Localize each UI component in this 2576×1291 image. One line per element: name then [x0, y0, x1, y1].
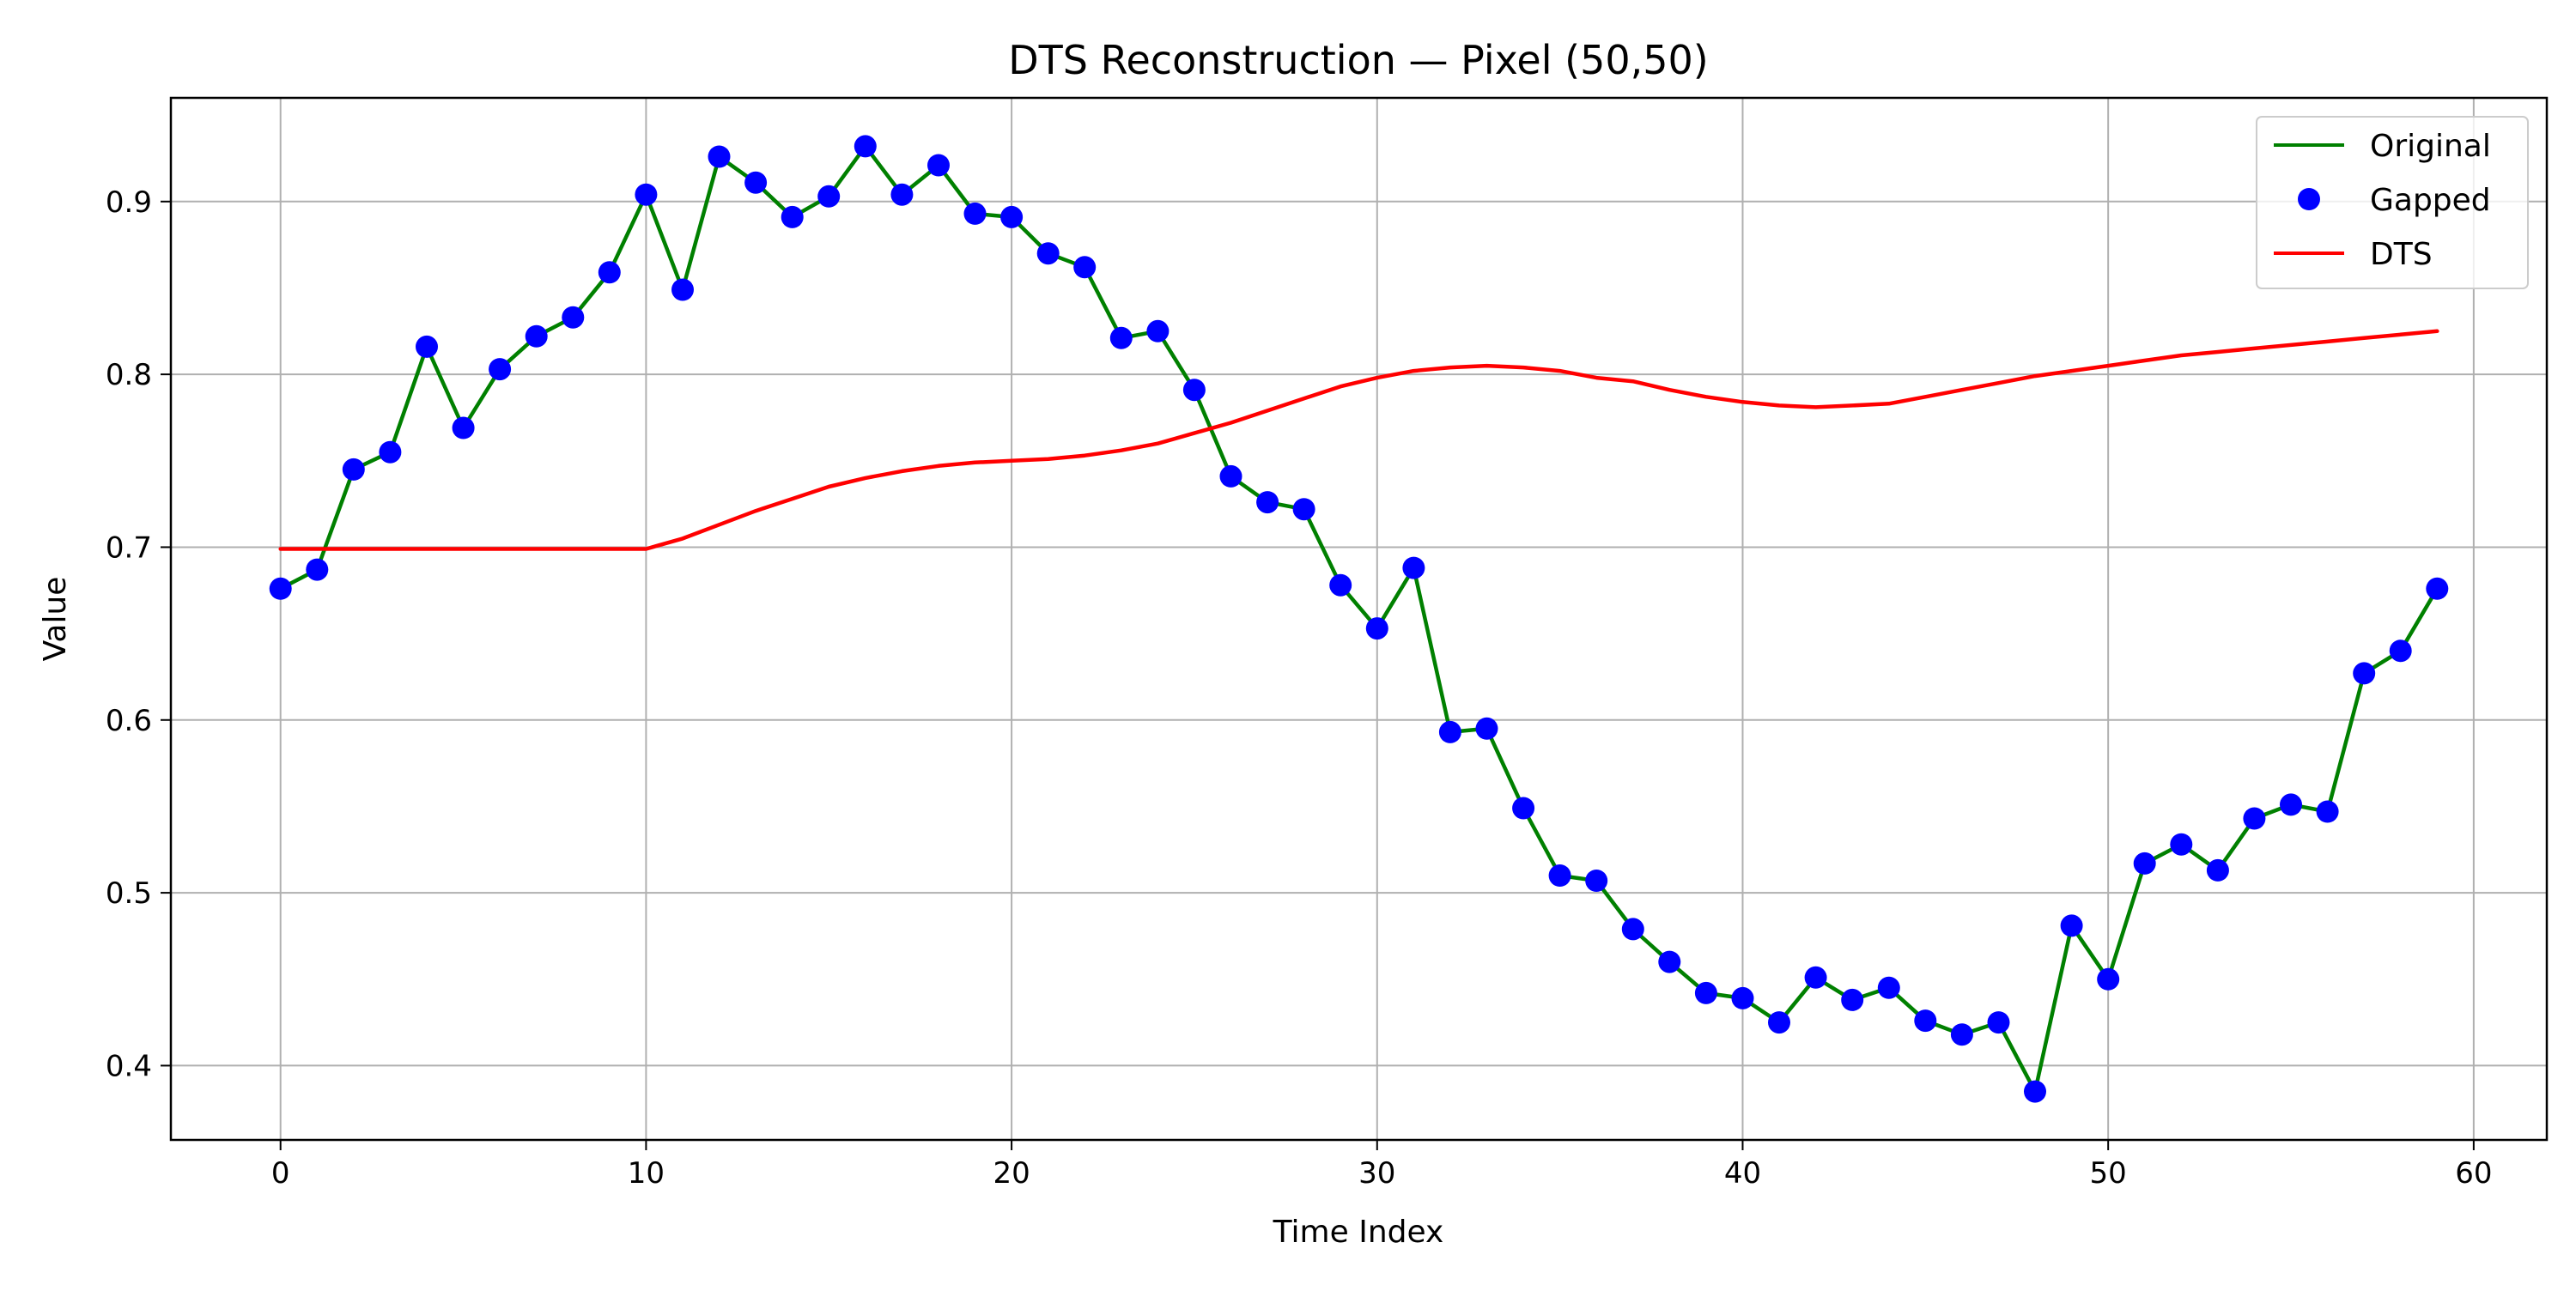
data-point-gapped: [306, 558, 329, 581]
data-point-gapped: [2097, 967, 2120, 991]
data-point-gapped: [1256, 491, 1279, 514]
data-point-gapped: [927, 154, 950, 177]
data-point-gapped: [2353, 662, 2376, 685]
data-point-gapped: [269, 577, 292, 600]
x-tick-label: 0: [271, 1156, 290, 1191]
data-point-gapped: [1658, 950, 1681, 973]
data-point-gapped: [854, 135, 877, 158]
plot-frame: [169, 96, 2549, 1142]
data-point-gapped: [2426, 577, 2449, 600]
data-point-gapped: [2206, 858, 2229, 882]
y-tick-label: 0.8: [106, 358, 152, 392]
data-point-gapped: [1768, 1011, 1790, 1034]
x-tick-label: 10: [628, 1156, 665, 1191]
data-point-gapped: [744, 171, 768, 194]
data-point-gapped: [2133, 852, 2156, 875]
data-point-gapped: [2024, 1080, 2046, 1103]
data-point-gapped: [671, 278, 694, 301]
x-axis-label: Time Index: [1273, 1215, 1444, 1250]
legend-gapped-label: Gapped: [2370, 183, 2491, 218]
data-point-gapped: [1365, 617, 1388, 640]
data-point-gapped: [963, 202, 987, 225]
y-tick-label: 0.7: [106, 530, 152, 565]
data-point-gapped: [1329, 573, 1352, 597]
data-point-gapped: [2060, 914, 2083, 937]
x-tick-label: 60: [2455, 1156, 2492, 1191]
data-point-gapped: [2316, 800, 2339, 823]
chart-title: DTS Reconstruction — Pixel (50,50): [1008, 37, 1708, 83]
data-point-gapped: [562, 306, 585, 329]
data-point-gapped: [781, 205, 804, 228]
legend-dts-label: DTS: [2370, 237, 2433, 272]
data-point-gapped: [1182, 379, 1206, 402]
x-tick-label: 50: [2090, 1156, 2127, 1191]
legend-original-label: Original: [2370, 129, 2491, 164]
data-point-gapped: [342, 458, 365, 481]
data-point-gapped: [1731, 986, 1754, 1009]
series-layer: [269, 135, 2449, 1103]
data-point-gapped: [1292, 498, 1315, 521]
data-point-gapped: [1000, 205, 1024, 228]
data-point-gapped: [1219, 464, 1242, 488]
data-point-gapped: [1548, 864, 1571, 887]
data-point-gapped: [379, 440, 402, 464]
y-tick-label: 0.5: [106, 876, 152, 911]
data-point-gapped: [1950, 1023, 1973, 1046]
data-point-gapped: [2243, 807, 2266, 830]
data-point-gapped: [635, 183, 658, 206]
data-point-gapped: [1146, 319, 1170, 342]
x-tick-label: 30: [1358, 1156, 1395, 1191]
data-point-gapped: [489, 358, 512, 381]
data-point-gapped: [1073, 256, 1097, 279]
y-tick-label: 0.9: [106, 185, 152, 220]
x-tick-label: 40: [1724, 1156, 1761, 1191]
data-point-gapped: [890, 183, 914, 206]
y-axis-label: Value: [38, 577, 73, 662]
data-point-gapped: [1621, 918, 1644, 941]
data-point-gapped: [1804, 966, 1827, 989]
data-point-gapped: [817, 185, 841, 208]
legend-box: [2256, 116, 2529, 289]
data-point-gapped: [416, 335, 438, 358]
y-tick-label: 0.4: [106, 1049, 152, 1083]
data-point-gapped: [1109, 326, 1133, 349]
data-point-gapped: [598, 261, 621, 284]
data-point-gapped: [1512, 797, 1535, 820]
axes-layer: 0 10 20 30 40 50 60 0.4 0.5 0.6 0.7 0.8 0.9: [106, 185, 2493, 1191]
data-point-gapped: [452, 416, 475, 439]
y-tick-label: 0.6: [106, 704, 152, 738]
data-point-gapped: [1585, 870, 1608, 892]
legend: Original Gapped DTS: [2256, 116, 2529, 289]
data-point-gapped: [708, 145, 731, 168]
data-point-gapped: [2280, 793, 2302, 816]
data-point-gapped: [1402, 556, 1425, 579]
data-point-gapped: [1841, 988, 1864, 1011]
data-point-gapped: [1987, 1011, 2010, 1034]
data-point-gapped: [1694, 981, 1717, 1004]
data-point-gapped: [525, 324, 548, 348]
x-tick-label: 20: [993, 1156, 1030, 1191]
data-point-gapped: [1914, 1009, 1937, 1033]
series-line-dts: [278, 329, 2439, 551]
data-point-gapped: [2389, 639, 2412, 663]
data-point-gapped: [2170, 833, 2193, 856]
data-point-gapped: [1438, 720, 1461, 743]
legend-gapped-swatch: [2298, 188, 2320, 210]
data-point-gapped: [1877, 976, 1900, 999]
data-point-gapped: [1475, 717, 1498, 740]
data-point-gapped: [1036, 242, 1060, 265]
